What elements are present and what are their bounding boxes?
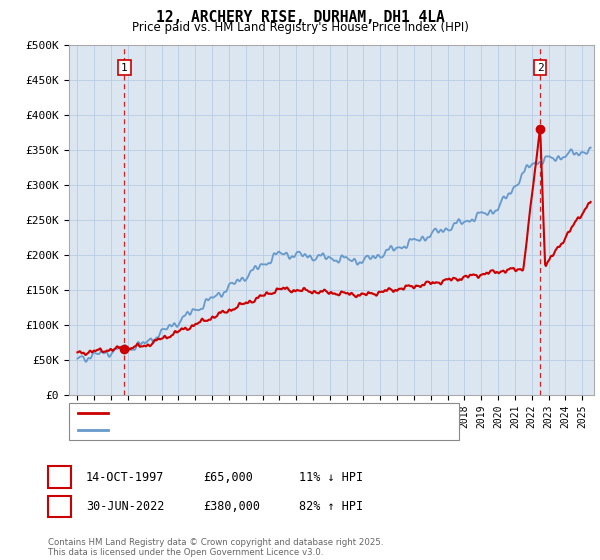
Text: 82% ↑ HPI: 82% ↑ HPI [299, 500, 363, 514]
Text: £65,000: £65,000 [203, 470, 253, 484]
Text: 1: 1 [56, 470, 63, 484]
Text: 2: 2 [56, 500, 63, 514]
Text: Contains HM Land Registry data © Crown copyright and database right 2025.
This d: Contains HM Land Registry data © Crown c… [48, 538, 383, 557]
Text: 12, ARCHERY RISE, DURHAM, DH1 4LA: 12, ARCHERY RISE, DURHAM, DH1 4LA [155, 10, 445, 25]
Text: 30-JUN-2022: 30-JUN-2022 [86, 500, 164, 514]
Text: 14-OCT-1997: 14-OCT-1997 [86, 470, 164, 484]
Text: 1: 1 [121, 63, 128, 73]
Text: Price paid vs. HM Land Registry's House Price Index (HPI): Price paid vs. HM Land Registry's House … [131, 21, 469, 34]
Text: HPI: Average price, detached house, County Durham: HPI: Average price, detached house, Coun… [114, 425, 433, 435]
Text: 11% ↓ HPI: 11% ↓ HPI [299, 470, 363, 484]
Text: 2: 2 [537, 63, 544, 73]
Text: £380,000: £380,000 [203, 500, 260, 514]
Text: 12, ARCHERY RISE, DURHAM, DH1 4LA (detached house): 12, ARCHERY RISE, DURHAM, DH1 4LA (detac… [114, 408, 439, 418]
